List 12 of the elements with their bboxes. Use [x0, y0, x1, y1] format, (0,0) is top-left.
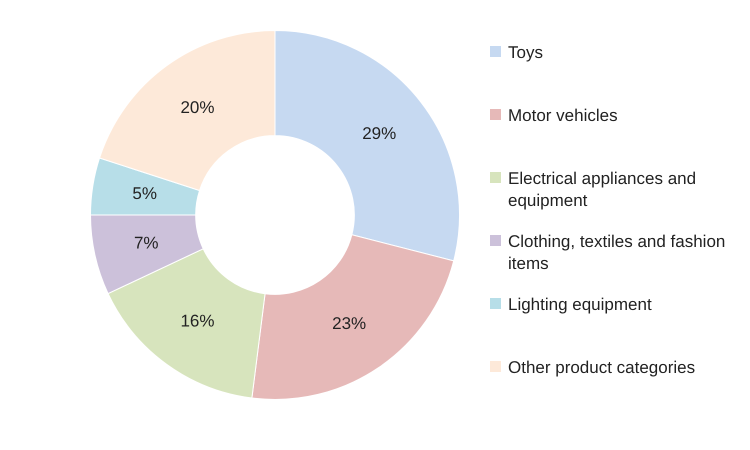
legend-label: Motor vehicles	[508, 105, 618, 127]
legend-label: Electrical appliances and equipment	[508, 168, 698, 212]
data-label: 23%	[332, 314, 366, 333]
data-label: 5%	[132, 184, 157, 204]
data-label: 16%	[180, 311, 214, 330]
data-label: 7%	[134, 233, 159, 252]
data-label: 20%	[180, 98, 214, 117]
legend-label: Lighting equipment	[508, 294, 652, 316]
legend-label: Other product categories	[508, 357, 696, 379]
legend-label: Toys	[508, 42, 543, 64]
legend-label: Clothing, textiles and fashion items	[508, 231, 726, 275]
data-label: 29%	[362, 124, 396, 143]
